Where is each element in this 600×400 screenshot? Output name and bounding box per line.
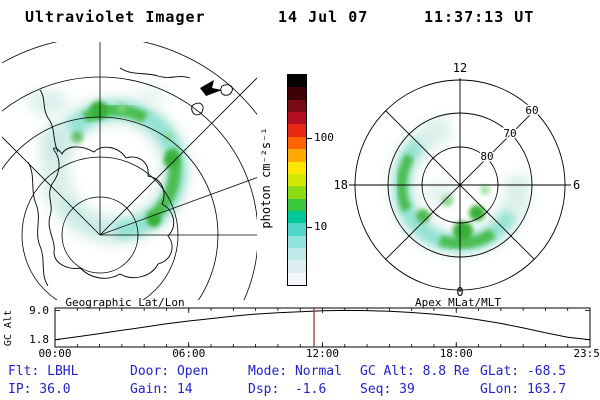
land-mark: [200, 80, 222, 96]
mlt-label-6: 6: [573, 178, 580, 192]
colorbar-step: [288, 173, 306, 187]
strip-chart-frame: [54, 307, 591, 348]
glat-readout: GLat: -68.5: [480, 364, 567, 379]
gain-readout: Gain: 14: [130, 382, 193, 397]
colorbar-step: [288, 124, 306, 137]
axis-tick-label: 9.0: [29, 304, 49, 317]
colorbar-step: [288, 75, 306, 88]
mlat-label-80: 80: [480, 150, 493, 163]
colorbar-step: [288, 112, 306, 125]
colorbar-unit-label: photon cm⁻²s⁻¹: [259, 127, 273, 229]
colorbar-step: [288, 87, 306, 100]
colorbar-step: [288, 260, 306, 273]
axis-tick-label: 18:00: [440, 347, 473, 360]
mlt-label-0: 0: [456, 285, 463, 299]
flt-readout: Flt: LBHL: [8, 364, 79, 379]
time-readout: 11:37:13 UT: [424, 8, 535, 26]
colorbar-step: [288, 235, 306, 249]
geographic-map-panel: [2, 42, 257, 300]
colorbar-tick: [307, 137, 312, 139]
colorbar-step: [288, 161, 306, 174]
aurora-emission-geo: [28, 85, 190, 245]
altitude-strip-chart: GC Alt 00:00 06:00 12:00 18:00 23:59 9.0 1.8: [3, 304, 600, 360]
axis-tick-label: 00:00: [38, 347, 71, 360]
seq-readout: Seq: 39: [360, 382, 415, 397]
colorbar-step: [288, 186, 306, 199]
colorbar-tick-label: 10: [314, 219, 328, 233]
altitude-curve: [54, 309, 591, 341]
colorbar-tick-label: 100: [314, 130, 334, 144]
axis-tick-label: 23:59: [573, 347, 600, 360]
colorbar-tick: [307, 226, 312, 228]
colorbar-step: [288, 272, 306, 286]
geo-graticule: [2, 42, 257, 300]
colorbar-step: [288, 198, 306, 211]
glon-readout: GLon: 163.7: [480, 382, 567, 397]
mag-panel-caption: Apex MLat/MLT: [414, 296, 502, 309]
colorbar-step: [288, 223, 306, 236]
colorbar-step: [288, 136, 306, 150]
colorbar-step: [288, 99, 306, 113]
strip-ylabel: GC Alt: [3, 310, 14, 346]
axis-tick-label: 06:00: [172, 347, 205, 360]
mag-grid: [349, 78, 571, 291]
date-readout: 14 Jul 07: [278, 8, 369, 26]
mlat-label-70: 70: [503, 127, 516, 140]
colorbar-step: [288, 248, 306, 261]
instrument-title: Ultraviolet Imager: [25, 8, 206, 26]
coastlines: [27, 67, 233, 287]
mlt-label-12: 12: [453, 61, 467, 75]
colorbar: [287, 74, 307, 286]
ip-readout: IP: 36.0: [8, 382, 71, 397]
door-readout: Door: Open: [130, 364, 209, 379]
geo-panel-caption: Geographic Lat/Lon: [65, 296, 185, 309]
colorbar-step: [288, 149, 306, 162]
colorbar-step: [288, 210, 306, 224]
axis-tick-label: 12:00: [306, 347, 339, 360]
gc-alt-readout: GC Alt: 8.8 Re: [360, 364, 470, 379]
mlat-label-60: 60: [525, 104, 538, 117]
axis-tick-label: 1.8: [29, 333, 49, 346]
dsp-readout: Dsp: -1.6: [248, 382, 327, 397]
mode-readout: Mode: Normal: [248, 364, 342, 379]
magnetic-map-panel: 12 18 6 0 60 70 80: [335, 61, 580, 299]
mlt-label-18: 18: [335, 178, 348, 192]
